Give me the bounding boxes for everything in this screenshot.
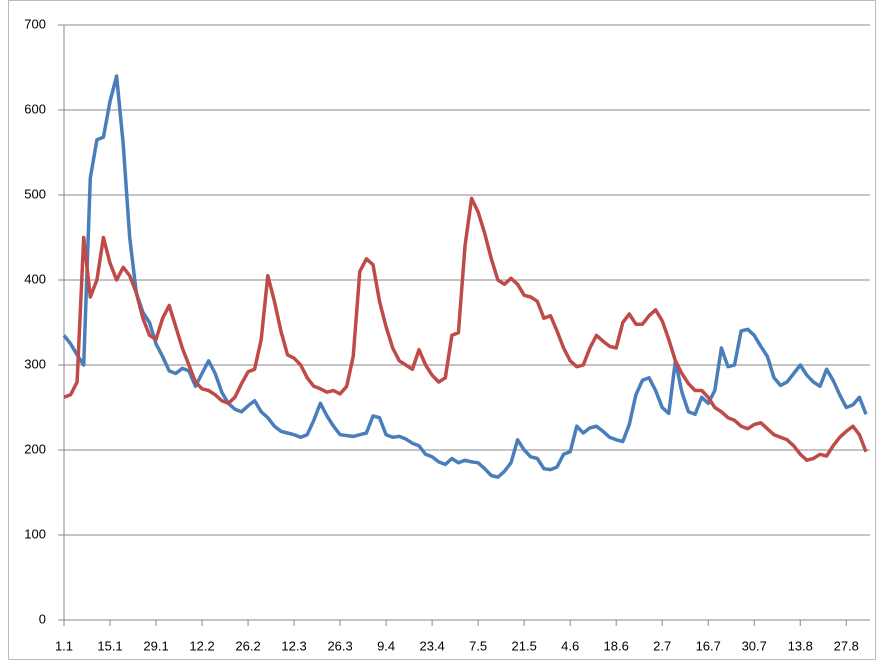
x-tick-label: 12.2: [189, 638, 214, 653]
x-tick-label: 1.1: [55, 638, 73, 653]
series-line: [62, 74, 868, 479]
x-tick-label: 21.5: [512, 638, 537, 653]
x-tick-label: 2.7: [653, 638, 671, 653]
x-tick-label: 15.1: [97, 638, 122, 653]
x-tick-label: 30.7: [742, 638, 767, 653]
y-tick-label: 100: [24, 526, 46, 541]
chart-frame: [8, 0, 876, 660]
x-tick-label: 27.8: [834, 638, 859, 653]
x-tick-label: 16.7: [696, 638, 721, 653]
y-tick-label: 700: [24, 16, 46, 31]
x-tick-label: 23.4: [419, 638, 444, 653]
x-tick-label: 4.6: [561, 638, 579, 653]
x-tick-label: 29.1: [143, 638, 168, 653]
x-tick-label: 18.6: [604, 638, 629, 653]
y-tick-label: 500: [24, 186, 46, 201]
x-tick-label: 12.3: [281, 638, 306, 653]
x-tick-label: 26.3: [327, 638, 352, 653]
y-tick-label: 400: [24, 271, 46, 286]
y-tick-label: 300: [24, 356, 46, 371]
x-tick-label: 7.5: [469, 638, 487, 653]
series-line: [63, 196, 868, 462]
y-tick-label: 0: [39, 611, 46, 626]
x-tick-label: 9.4: [377, 638, 395, 653]
x-tick-label: 26.2: [235, 638, 260, 653]
y-tick-label: 200: [24, 441, 46, 456]
x-tick-label: 13.8: [788, 638, 813, 653]
y-tick-label: 600: [24, 101, 46, 116]
